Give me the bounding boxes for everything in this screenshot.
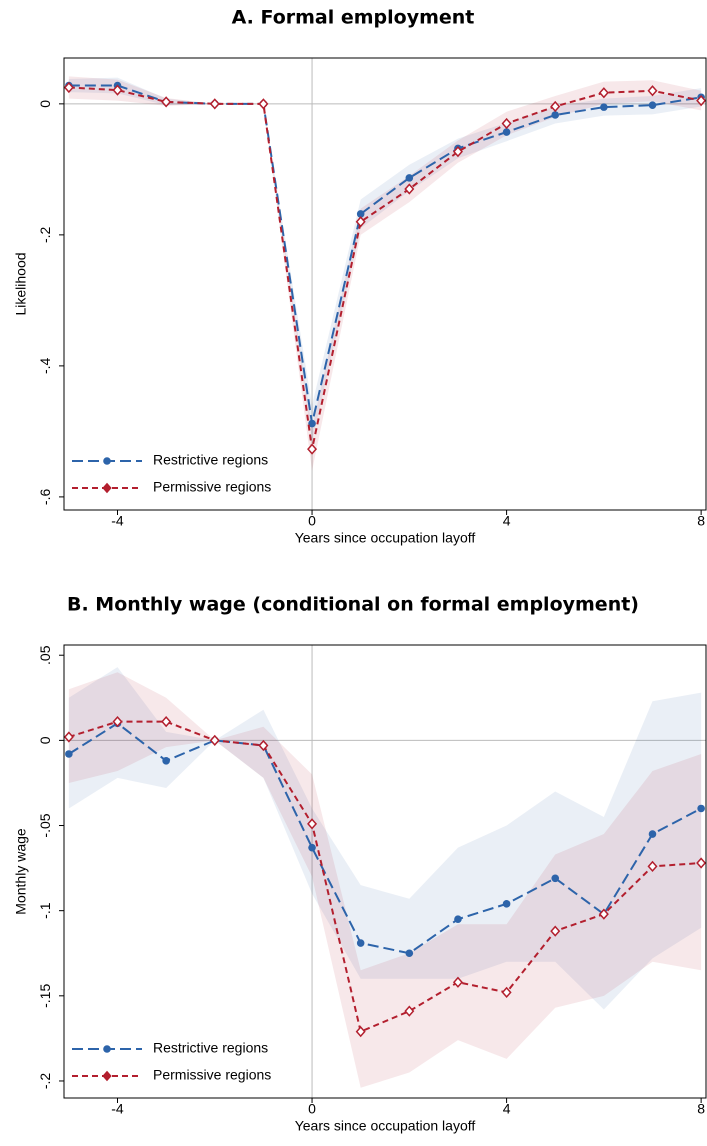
y-tick-label: -.6 xyxy=(37,489,53,506)
marker xyxy=(161,716,172,728)
y-tick-label: -.4 xyxy=(37,358,53,375)
x-axis-label: Years since occupation layoff xyxy=(295,1118,476,1134)
y-axis-label: Likelihood xyxy=(13,252,29,315)
x-tick-label: 8 xyxy=(697,1101,705,1117)
legend-label: Restrictive regions xyxy=(153,452,268,468)
series-line xyxy=(68,84,702,424)
marker xyxy=(598,908,609,920)
marker xyxy=(404,1005,415,1017)
marker xyxy=(696,857,707,869)
y-tick-label: 0 xyxy=(37,100,53,108)
x-axis-label: Years since occupation layoff xyxy=(295,530,476,546)
marker xyxy=(258,739,269,752)
chart-title: B. Monthly wage (conditional on formal e… xyxy=(67,594,639,616)
marker xyxy=(308,843,316,852)
marker xyxy=(502,128,511,136)
marker xyxy=(356,210,365,218)
series-line xyxy=(68,720,702,1033)
x-tick-label: 4 xyxy=(503,513,511,529)
x-tick-label: 0 xyxy=(308,1101,316,1117)
marker xyxy=(502,900,511,908)
marker xyxy=(550,100,561,113)
marker xyxy=(112,84,123,96)
marker xyxy=(405,174,414,182)
legend-label: Restrictive regions xyxy=(153,1040,268,1056)
marker xyxy=(307,818,318,830)
marker xyxy=(258,98,269,110)
marker xyxy=(63,81,74,94)
x-tick-label: 4 xyxy=(503,1101,511,1117)
chart-title: A. Formal employment xyxy=(232,7,475,29)
legend-marker xyxy=(102,482,112,494)
marker xyxy=(63,731,74,743)
series-line xyxy=(68,722,702,955)
marker xyxy=(307,443,318,455)
marker xyxy=(356,939,365,947)
confidence-band xyxy=(68,672,702,1088)
marker xyxy=(598,87,609,99)
marker xyxy=(648,830,657,838)
legend-marker xyxy=(103,1045,111,1053)
legend-marker xyxy=(103,457,111,465)
confidence-band xyxy=(68,667,702,1010)
marker xyxy=(452,146,463,158)
x-tick-label: -4 xyxy=(111,513,124,529)
y-axis-label: Monthly wage xyxy=(13,828,29,915)
marker xyxy=(697,804,705,813)
marker xyxy=(209,98,220,110)
y-tick-label: -.15 xyxy=(37,984,53,1008)
marker xyxy=(112,716,123,728)
marker xyxy=(405,949,414,958)
marker xyxy=(600,103,608,111)
legend-label: Permissive regions xyxy=(153,1067,271,1083)
legend-marker xyxy=(102,1070,112,1082)
y-tick-label: -.05 xyxy=(37,813,53,837)
legend-label: Permissive regions xyxy=(153,479,271,495)
y-tick-label: .05 xyxy=(37,645,53,665)
marker xyxy=(696,94,707,107)
marker xyxy=(404,183,415,195)
x-tick-label: 0 xyxy=(308,513,316,529)
y-tick-label: 0 xyxy=(37,736,53,744)
series-line xyxy=(68,86,702,450)
marker xyxy=(551,111,560,119)
marker xyxy=(355,1025,366,1038)
marker xyxy=(501,117,512,130)
y-tick-label: -.2 xyxy=(37,226,53,243)
marker xyxy=(551,874,560,883)
marker xyxy=(647,85,658,97)
y-tick-label: -.2 xyxy=(37,1073,53,1090)
marker xyxy=(209,734,220,746)
marker xyxy=(454,915,462,923)
marker xyxy=(647,860,658,873)
marker xyxy=(308,419,316,428)
marker xyxy=(65,750,73,758)
marker xyxy=(162,757,170,765)
confidence-band xyxy=(68,76,702,471)
marker xyxy=(452,976,463,988)
y-tick-label: -.1 xyxy=(37,902,53,919)
marker xyxy=(355,216,366,228)
plot-frame xyxy=(63,644,707,1099)
plot-frame xyxy=(63,57,707,511)
marker xyxy=(550,925,561,937)
marker xyxy=(501,986,512,999)
x-tick-label: 8 xyxy=(697,513,705,529)
confidence-band xyxy=(68,77,702,442)
x-tick-label: -4 xyxy=(111,1101,124,1117)
marker xyxy=(648,101,657,109)
marker xyxy=(161,96,172,108)
